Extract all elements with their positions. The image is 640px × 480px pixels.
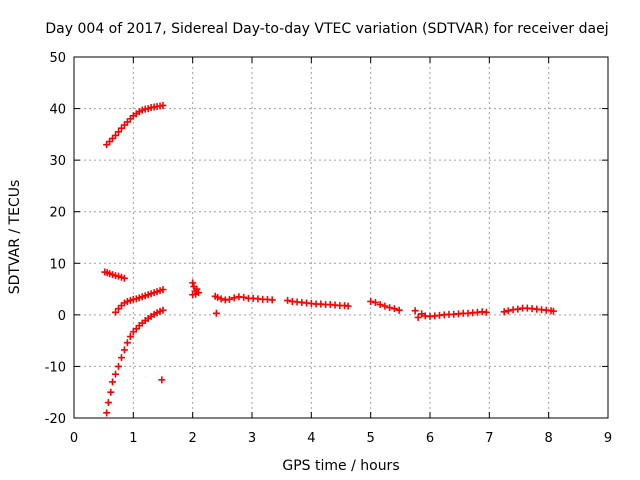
data-point: [381, 302, 389, 310]
x-tick-labels: 0 1 2 3 4 5 6 7 8 9: [70, 431, 612, 446]
data-point: [418, 310, 426, 318]
data-point: [411, 307, 419, 315]
data-point: [112, 131, 120, 139]
x-tick-label: 6: [426, 431, 434, 446]
data-point: [159, 286, 167, 294]
data-point: [159, 306, 167, 314]
data-point: [390, 305, 398, 313]
data-point: [386, 304, 394, 312]
data-point: [268, 296, 276, 304]
data-point: [112, 308, 120, 316]
data-point: [117, 354, 125, 362]
data-point: [414, 313, 422, 321]
x-tick-label: 3: [248, 431, 256, 446]
data-point: [212, 309, 220, 317]
y-tick-label: -10: [45, 360, 66, 375]
data-point: [109, 378, 117, 386]
x-axis-label: GPS time / hours: [282, 458, 399, 474]
data-point: [395, 306, 403, 314]
data-point: [344, 302, 352, 310]
data-point: [549, 307, 557, 315]
data-point: [123, 339, 131, 347]
y-tick-labels: -20 -10 0 10 20 30 40 50: [45, 51, 66, 427]
x-tick-label: 8: [545, 431, 553, 446]
data-point: [240, 293, 248, 301]
y-tick-label: 10: [49, 257, 66, 272]
data-point: [120, 346, 128, 354]
data-point: [195, 289, 203, 297]
data-point: [482, 308, 490, 316]
data-points: [101, 101, 557, 417]
data-point: [107, 388, 115, 396]
data-point: [115, 362, 122, 370]
data-point: [367, 297, 375, 305]
data-point: [115, 128, 122, 136]
data-point: [193, 285, 201, 293]
data-point: [500, 308, 508, 316]
y-tick-label: 30: [49, 154, 66, 169]
y-tick-label: 0: [58, 309, 66, 324]
data-point: [514, 305, 522, 313]
data-point: [189, 291, 197, 299]
data-point: [504, 307, 512, 315]
data-point: [112, 370, 120, 378]
data-point: [120, 274, 128, 282]
data-point: [159, 101, 167, 109]
x-tick-label: 9: [604, 431, 612, 446]
data-point: [217, 295, 225, 303]
data-point: [126, 333, 134, 341]
data-point: [225, 295, 233, 303]
x-tick-label: 1: [129, 431, 137, 446]
y-tick-label: 50: [49, 51, 66, 66]
x-tick-label: 2: [189, 431, 197, 446]
data-point: [103, 409, 111, 417]
y-tick-label: 40: [49, 103, 66, 118]
data-point: [214, 293, 222, 301]
data-point: [284, 296, 292, 304]
x-tick-label: 5: [367, 431, 375, 446]
data-point: [158, 376, 166, 384]
x-tick-label: 7: [485, 431, 493, 446]
y-tick-label: -20: [45, 412, 66, 427]
data-point: [376, 301, 384, 309]
data-point: [189, 279, 197, 287]
data-point: [230, 294, 238, 302]
y-tick-label: 20: [49, 206, 66, 221]
data-point: [104, 399, 112, 407]
x-tick-label: 0: [70, 431, 78, 446]
data-point: [371, 298, 379, 306]
grid-lines: [74, 57, 608, 418]
x-tick-label: 4: [307, 431, 315, 446]
chart-title: Day 004 of 2017, Sidereal Day-to-day VTE…: [45, 21, 608, 37]
plot-frame: [73, 56, 609, 419]
y-axis-label: SDTVAR / TECUs: [7, 180, 23, 295]
